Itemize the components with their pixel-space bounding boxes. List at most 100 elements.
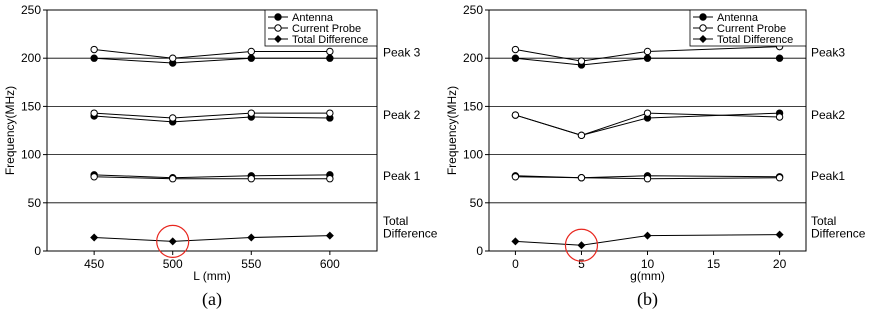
data-point [90, 45, 98, 54]
x-tick-label: 10 [641, 257, 655, 271]
data-point [325, 231, 334, 240]
x-tick-label: 15 [707, 257, 721, 271]
series-line [515, 57, 780, 66]
y-tick-label: 250 [21, 3, 41, 17]
x-axis-label: g(mm) [630, 269, 665, 283]
data-point [326, 54, 334, 62]
data-point [169, 54, 177, 62]
data-point [511, 237, 520, 246]
x-tick-label: 20 [773, 257, 787, 271]
y-tick-label: 0 [34, 244, 41, 258]
data-point [643, 47, 652, 56]
data-point [511, 54, 520, 62]
group-label: Peak2 [811, 108, 845, 122]
group-label: Peak3 [811, 45, 845, 59]
y-axis-label: Frequency(MHz) [445, 86, 459, 175]
y-tick-label: 150 [463, 99, 483, 113]
x-axis-label: L (mm) [193, 269, 231, 283]
data-point [511, 111, 520, 119]
data-point [577, 174, 586, 182]
y-tick-label: 200 [463, 51, 483, 65]
x-tick-label: 450 [84, 257, 104, 271]
x-tick-label: 500 [163, 257, 183, 271]
series-line [94, 57, 330, 64]
series-line [94, 49, 330, 59]
data-point [247, 47, 255, 56]
data-point [326, 109, 334, 117]
series-line [515, 46, 780, 62]
y-tick-label: 100 [463, 148, 483, 162]
data-point [247, 54, 255, 62]
y-tick-label: 200 [21, 51, 41, 65]
y-axis-label: Frequency(MHz) [3, 86, 17, 175]
x-tick-label: 5 [578, 257, 585, 271]
chart-caption: (a) [202, 289, 222, 310]
y-tick-label: 50 [28, 196, 42, 210]
group-label: Total [811, 214, 836, 228]
x-tick-label: 0 [512, 257, 519, 271]
series-line [515, 112, 780, 136]
series-line [94, 176, 330, 180]
series-line [94, 235, 330, 242]
data-point [247, 233, 256, 242]
data-point [577, 131, 586, 140]
legend-entry: Antenna [292, 12, 334, 24]
plot-frame [46, 9, 378, 252]
data-point [90, 109, 98, 117]
data-point [775, 230, 784, 239]
group-label: Peak 2 [383, 108, 421, 122]
x-tick-label: 550 [241, 257, 261, 271]
group-label: Total [383, 214, 408, 228]
data-point [577, 57, 586, 65]
data-point [643, 231, 652, 240]
group-label: Difference [383, 227, 438, 241]
data-point [168, 237, 177, 246]
highlight-circle [564, 228, 599, 262]
legend-marker [274, 35, 282, 43]
data-point [577, 241, 586, 250]
group-label: Peak 3 [383, 45, 421, 59]
legend-marker [274, 13, 282, 21]
data-point [643, 175, 652, 183]
legend-marker [699, 24, 707, 32]
data-point [775, 174, 784, 182]
data-point [643, 109, 652, 117]
y-tick-label: 150 [21, 99, 41, 113]
data-point [90, 54, 98, 62]
series-line [94, 112, 330, 119]
data-point [169, 114, 177, 122]
legend-entry: Total Difference [292, 34, 368, 46]
y-tick-label: 50 [470, 196, 484, 210]
y-tick-label: 100 [21, 148, 41, 162]
legend-entry: Current Probe [717, 23, 786, 35]
chart-panel-a: 0 50 100 150 200 250 450 500 550 600 L (mm) Frequen… [3, 3, 438, 310]
y-tick-label: 250 [463, 3, 483, 17]
series-line [94, 115, 330, 123]
data-point [511, 173, 520, 181]
data-point [643, 54, 652, 62]
chart-panel-b: 0 50 100 150 200 250 0 5 10 15 20 g(mm) Frequency(MH… [445, 3, 866, 310]
series-line [94, 174, 330, 179]
y-tick-label: 0 [476, 244, 483, 258]
data-point [775, 54, 784, 62]
highlight-circle [156, 224, 190, 258]
data-point [90, 173, 98, 181]
legend-marker [274, 24, 282, 32]
legend-entry: Antenna [717, 12, 759, 24]
data-point [247, 175, 255, 183]
data-point [90, 233, 99, 242]
legend-marker [699, 13, 707, 21]
group-label: Difference [811, 227, 866, 241]
data-point [775, 113, 784, 121]
legend-marker [699, 35, 707, 43]
data-point [326, 175, 334, 183]
chart-caption: (b) [637, 289, 658, 310]
data-point [247, 109, 255, 117]
x-tick-label: 600 [320, 257, 340, 271]
legend-entry: Current Probe [292, 23, 361, 35]
group-label: Peak 1 [383, 169, 421, 183]
group-label: Peak1 [811, 169, 845, 183]
series-line [515, 176, 780, 180]
series-line [515, 234, 780, 246]
